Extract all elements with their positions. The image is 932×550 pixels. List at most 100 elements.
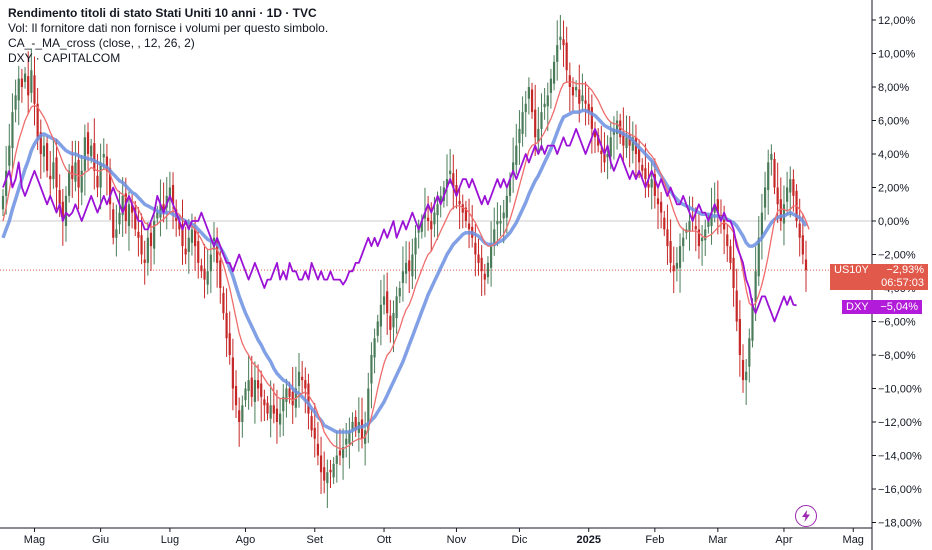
candle-body [650,179,653,188]
candle-body [760,212,764,238]
candle-body [549,78,553,93]
candle-body [713,204,716,213]
candle-body [348,430,351,444]
y-tick-label: −10,00% [878,384,922,396]
candle-body [253,380,257,402]
candle-body [149,232,153,247]
candle-body [622,132,625,146]
y-tick-label: 8,00% [878,82,909,94]
candle-body [341,447,345,459]
candle-body [219,260,222,288]
candle-body [530,89,534,113]
candle-body [370,355,373,384]
candle-body [256,380,260,389]
candle-body [1,195,5,210]
candle-body [603,154,606,163]
dxy-value-label: −5,04% [880,301,918,313]
candle-body [496,221,499,225]
candle-body [745,371,748,381]
x-tick-label: Ago [236,534,256,546]
candle-body [427,217,430,221]
candle-body [392,313,395,328]
candle-body [408,260,411,272]
candle-body [190,229,194,243]
candle-body [231,357,234,389]
candle-body [458,200,461,205]
candle-body [584,100,587,104]
us10y-price-badge: US10Y −2,93% 06:57:03 [830,264,928,290]
candle-body [637,148,641,163]
candle-body [609,137,612,157]
candle-body [767,162,770,191]
candle-body [521,112,524,134]
compare-symbol-legend[interactable]: DXY · CAPITALCOM [8,51,121,65]
candle-body [279,413,282,425]
candle-body [682,237,685,247]
candle-body [389,315,392,330]
x-tick-label: Giu [92,534,109,546]
y-tick-label: −12,00% [878,417,922,429]
candle-body [757,237,760,277]
symbol-title[interactable]: Rendimento titoli di stato Stati Uniti 1… [8,6,317,20]
price-axis[interactable]: 12,00% 10,00% 8,00% 6,00% 4,00% 2,00% 0,00% −2,… [872,15,922,530]
candle-body [146,237,149,263]
candle-body [782,204,786,224]
candle-body [508,179,512,196]
candle-body [247,380,250,392]
candle-body [675,262,678,269]
candle-body [499,221,502,224]
candle-body [14,95,17,110]
y-tick-label: 10,00% [878,49,916,61]
candle-body [540,112,543,129]
candle-body [625,137,628,149]
candle-body [417,229,420,233]
candle-body [666,229,669,247]
y-tick-label: −2,00% [878,250,916,262]
candle-body [723,218,726,230]
candle-body [307,383,310,414]
candle-body [326,472,329,484]
candle-body [571,87,575,96]
candle-body [543,103,546,108]
candle-body [8,145,11,166]
candle-body [420,221,423,232]
y-tick-label: −8,00% [878,350,916,362]
candle-body [480,257,483,272]
candle-body [631,137,634,151]
candle-body [672,265,675,272]
candle-body [61,201,64,221]
time-axis[interactable]: Mag Giu Lug Ago Set Ott Nov Dic 2025 Feb Mar Apr Mag [0,527,872,546]
candle-body [313,427,316,439]
candle-body [222,293,225,314]
candle-body [464,207,468,221]
ma-cross-legend[interactable]: CA_-_MA_cross (close, , 12, 26, 2) [8,36,195,50]
candle-body [562,39,565,46]
candle-body [770,154,773,160]
candle-body [552,61,556,84]
candle-body [310,416,313,431]
volume-legend[interactable]: Vol: Il fornitore dati non fornisce i vo… [8,21,329,35]
lightning-icon[interactable] [795,505,817,527]
candle-body [379,304,382,327]
candle-body [436,204,439,216]
candle-body [754,271,757,303]
candle-body [351,422,354,431]
candle-body [792,179,795,196]
candle-body [656,198,660,205]
candle-body [600,150,603,154]
candle-body [275,408,279,422]
candle-body [493,229,496,247]
candle-body [445,179,449,188]
candle-body [474,242,477,255]
candle-body [263,399,266,406]
dxy-symbol-label: DXY [846,301,869,313]
candle-body [729,246,732,263]
candle-body [439,195,442,202]
candle-body [36,103,39,138]
y-tick-label: 0,00% [878,216,909,228]
candle-body [565,42,568,71]
candle-body [184,248,187,255]
candle-body [5,170,8,196]
candle-body [345,438,348,445]
